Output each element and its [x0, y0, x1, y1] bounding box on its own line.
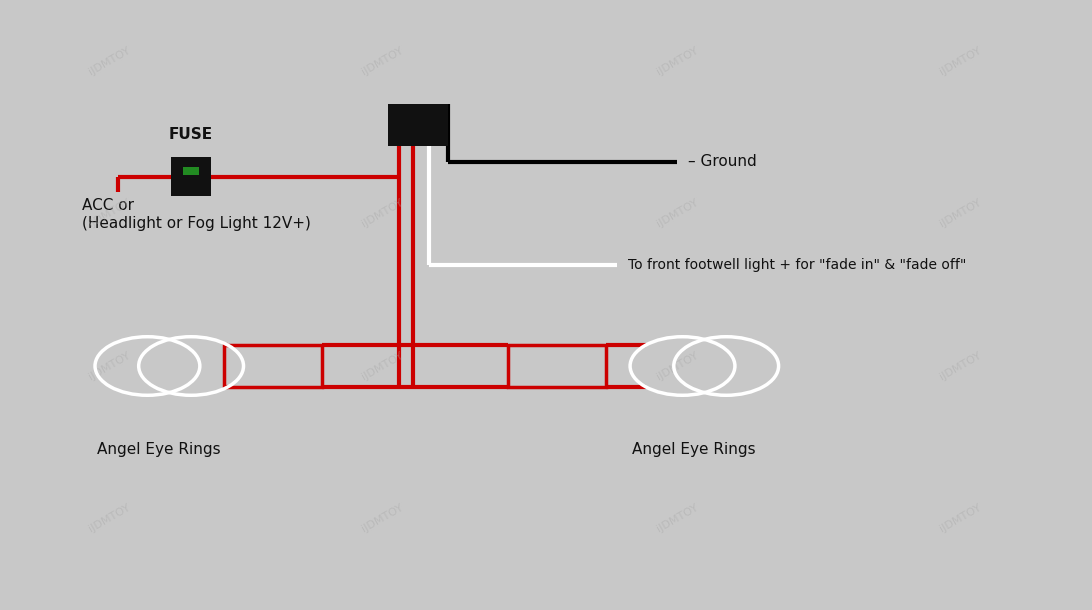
- Text: FUSE: FUSE: [169, 127, 213, 142]
- Text: iJDMTOY: iJDMTOY: [359, 198, 405, 229]
- Text: – Ground: – Ground: [688, 154, 757, 169]
- Text: Angel Eye Rings: Angel Eye Rings: [96, 442, 221, 458]
- Text: iJDMTOY: iJDMTOY: [654, 45, 700, 77]
- Bar: [508, 345, 606, 387]
- Text: iJDMTOY: iJDMTOY: [654, 503, 700, 534]
- Text: iJDMTOY: iJDMTOY: [86, 503, 132, 534]
- Text: iJDMTOY: iJDMTOY: [86, 350, 132, 382]
- Text: iJDMTOY: iJDMTOY: [938, 45, 984, 77]
- Text: iJDMTOY: iJDMTOY: [654, 198, 700, 229]
- Text: iJDMTOY: iJDMTOY: [938, 503, 984, 534]
- Text: iJDMTOY: iJDMTOY: [86, 45, 132, 77]
- Text: iJDMTOY: iJDMTOY: [359, 503, 405, 534]
- Text: iJDMTOY: iJDMTOY: [938, 350, 984, 382]
- Text: ACC or
(Headlight or Fog Light 12V+): ACC or (Headlight or Fog Light 12V+): [82, 198, 311, 231]
- Text: iJDMTOY: iJDMTOY: [938, 198, 984, 229]
- Text: iJDMTOY: iJDMTOY: [86, 198, 132, 229]
- Bar: [171, 157, 211, 196]
- Text: iJDMTOY: iJDMTOY: [654, 350, 700, 382]
- Bar: [183, 167, 199, 175]
- Text: iJDMTOY: iJDMTOY: [359, 350, 405, 382]
- Bar: [388, 104, 448, 146]
- Bar: [224, 345, 322, 387]
- Text: To front footwell light + for "fade in" & "fade off": To front footwell light + for "fade in" …: [628, 259, 966, 272]
- Text: iJDMTOY: iJDMTOY: [359, 45, 405, 77]
- Text: Angel Eye Rings: Angel Eye Rings: [631, 442, 756, 458]
